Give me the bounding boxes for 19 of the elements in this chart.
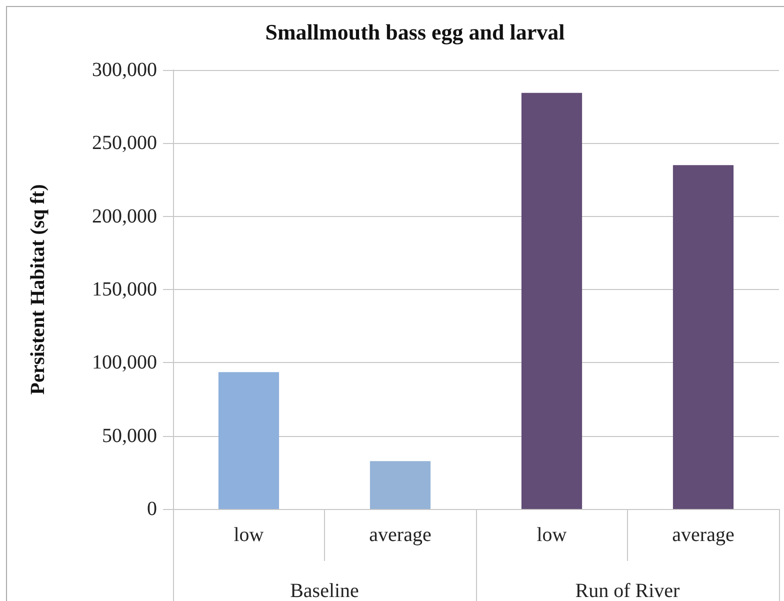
text: Baseline <box>290 580 360 601</box>
chart-title: Smallmouth bass egg and larval <box>265 20 565 44</box>
y-tick-label: 0 <box>147 498 157 520</box>
y-tick-label: 200,000 <box>92 205 157 228</box>
bar <box>672 165 734 509</box>
text: Run of River <box>575 580 680 601</box>
y-tick-label: 50,000 <box>102 424 157 447</box>
x-tick-label: low <box>234 524 264 546</box>
x-tick-label: average <box>369 524 432 546</box>
x-tick-label: average <box>672 524 734 546</box>
x-tick-label: low <box>536 524 568 546</box>
y-tick-label: 300,000 <box>92 59 157 81</box>
bar <box>370 461 431 509</box>
bar <box>521 92 582 509</box>
bar <box>218 372 280 509</box>
y-tick-label: 150,000 <box>92 278 157 300</box>
y-tick-label: 100,000 <box>92 352 157 374</box>
y-tick-label: 250,000 <box>92 132 157 154</box>
y-axis-title: Persistent Habitat (sq ft) <box>27 184 49 395</box>
